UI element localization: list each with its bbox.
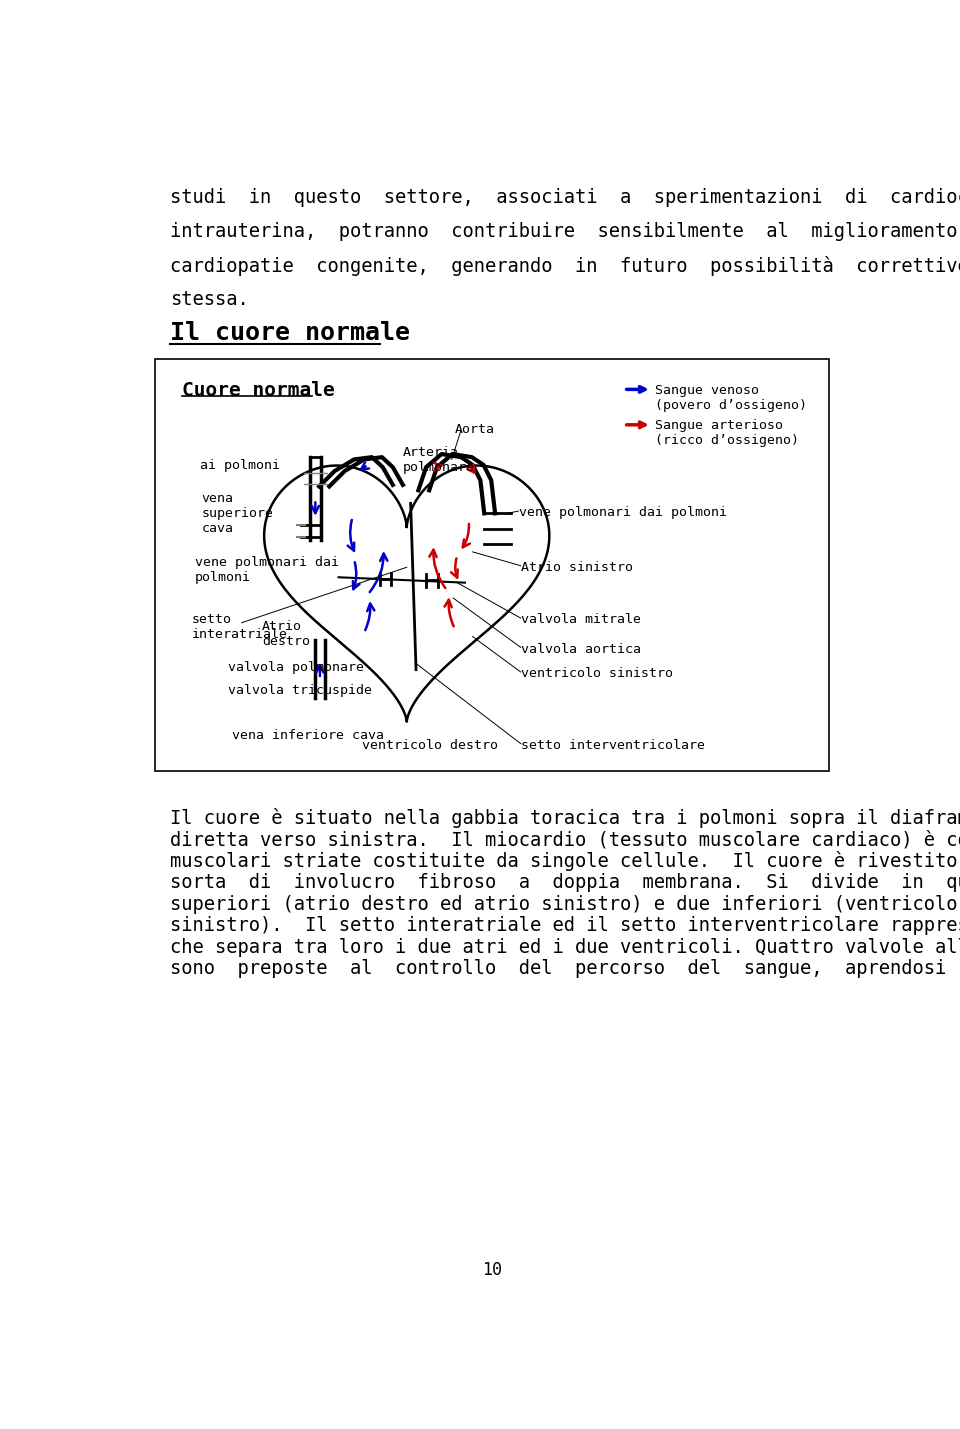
Text: sono  preposte  al  controllo  del  percorso  del  sangue,  aprendosi  per  cons: sono preposte al controllo del percorso … bbox=[170, 959, 960, 979]
Text: muscolari striate costituite da singole cellule.  Il cuore è rivestito dal peric: muscolari striate costituite da singole … bbox=[170, 852, 960, 872]
Text: diretta verso sinistra.  Il miocardio (tessuto muscolare cardiaco) è composto da: diretta verso sinistra. Il miocardio (te… bbox=[170, 830, 960, 850]
Bar bbox=[155, 359, 829, 772]
Text: Atrio sinistro: Atrio sinistro bbox=[521, 562, 634, 574]
Text: ventricolo destro: ventricolo destro bbox=[362, 739, 498, 752]
Text: vene polmonari dai
polmoni: vene polmonari dai polmoni bbox=[195, 556, 339, 583]
Text: vena inferiore cava: vena inferiore cava bbox=[232, 729, 384, 742]
Text: Aorta: Aorta bbox=[455, 423, 494, 436]
Text: valvola tricuspide: valvola tricuspide bbox=[228, 684, 372, 697]
Text: sinistro).  Il setto interatriale ed il setto interventricolare rappresentano la: sinistro). Il setto interatriale ed il s… bbox=[170, 916, 960, 935]
Text: setto
interatriale: setto interatriale bbox=[192, 613, 288, 642]
Text: Arteria
polmonare: Arteria polmonare bbox=[403, 446, 475, 473]
Text: Il cuore è situato nella gabbia toracica tra i polmoni sopra il diaframma, con l: Il cuore è situato nella gabbia toracica… bbox=[170, 809, 960, 829]
Text: ai polmoni: ai polmoni bbox=[200, 460, 279, 473]
Text: intrauterina,  potranno  contribuire  sensibilmente  al  miglioramento  delle  c: intrauterina, potranno contribuire sensi… bbox=[170, 223, 960, 242]
Text: stessa.: stessa. bbox=[170, 290, 250, 309]
Text: 10: 10 bbox=[482, 1260, 502, 1279]
Text: valvola polmonare: valvola polmonare bbox=[228, 662, 365, 674]
Text: vena
superiore
cava: vena superiore cava bbox=[202, 492, 274, 534]
Text: valvola aortica: valvola aortica bbox=[521, 643, 641, 656]
Text: Sangue venoso
(povero d’ossigeno): Sangue venoso (povero d’ossigeno) bbox=[655, 384, 806, 412]
Text: Sangue arterioso
(ricco d’ossigeno): Sangue arterioso (ricco d’ossigeno) bbox=[655, 420, 799, 447]
Text: cardiopatie  congenite,  generando  in  futuro  possibilità  correttive  prima  : cardiopatie congenite, generando in futu… bbox=[170, 256, 960, 276]
Text: Cuore normale: Cuore normale bbox=[182, 382, 335, 400]
Text: sorta  di  involucro  fibroso  a  doppia  membrana.  Si  divide  in  quattro  ca: sorta di involucro fibroso a doppia memb… bbox=[170, 873, 960, 892]
Text: studi  in  questo  settore,  associati  a  sperimentazioni  di  cardiochirurgia : studi in questo settore, associati a spe… bbox=[170, 189, 960, 207]
Text: Atrio
destro: Atrio destro bbox=[262, 620, 310, 647]
Text: setto interventricolare: setto interventricolare bbox=[521, 739, 706, 752]
Text: ventricolo sinistro: ventricolo sinistro bbox=[521, 667, 674, 680]
Text: Il cuore normale: Il cuore normale bbox=[170, 322, 410, 344]
Text: valvola mitrale: valvola mitrale bbox=[521, 613, 641, 626]
Text: che separa tra loro i due atri ed i due ventricoli. Quattro valvole all’interno : che separa tra loro i due atri ed i due … bbox=[170, 937, 960, 956]
Text: vene polmonari dai polmoni: vene polmonari dai polmoni bbox=[519, 506, 727, 519]
Text: superiori (atrio destro ed atrio sinistro) e due inferiori (ventricolo destro e : superiori (atrio destro ed atrio sinistr… bbox=[170, 895, 960, 913]
